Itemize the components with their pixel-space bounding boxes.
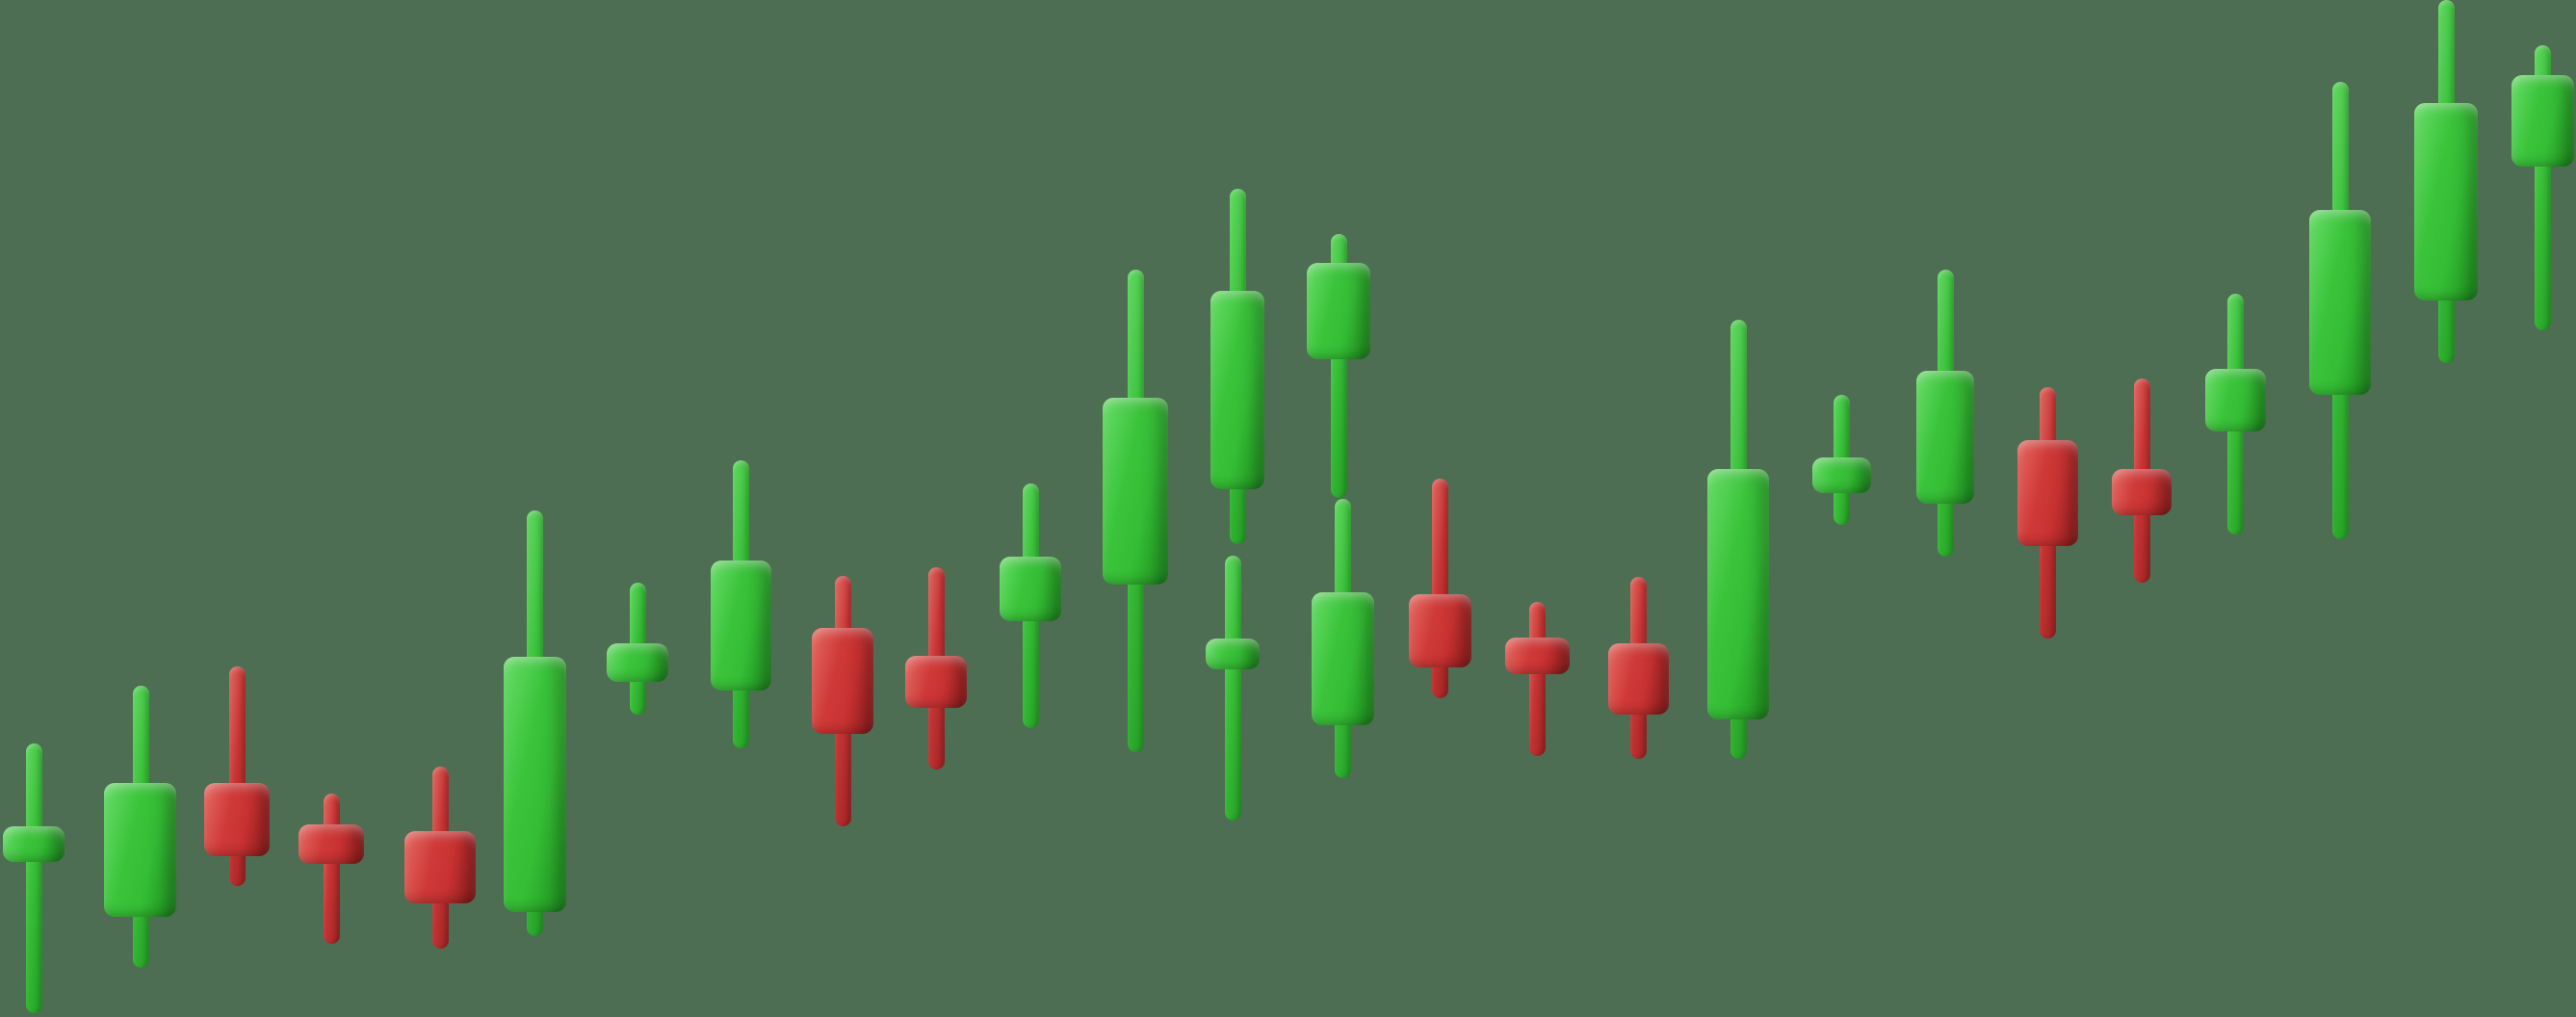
candle-body <box>2511 75 2574 167</box>
candle-body <box>2309 210 2371 395</box>
candle-body <box>1103 398 1168 585</box>
candle-body <box>1210 291 1264 489</box>
candle-body <box>1812 457 1871 493</box>
candle-body <box>812 628 873 734</box>
candle-body <box>1707 469 1769 719</box>
candle-wick <box>323 794 340 944</box>
candle-body <box>1409 594 1471 667</box>
candle-body <box>2112 469 2172 515</box>
candle-body <box>1505 638 1570 674</box>
candle-body <box>1916 371 1974 504</box>
candle-body <box>504 657 566 912</box>
candle-body <box>104 783 176 917</box>
candle-body <box>2017 440 2078 546</box>
candle-body <box>404 831 476 903</box>
candle-body <box>204 783 270 856</box>
candle-body <box>711 561 771 691</box>
candle-body <box>2205 369 2266 431</box>
candle-body <box>905 656 967 708</box>
candle-body <box>1608 643 1669 715</box>
candle-body <box>2414 103 2478 300</box>
candle-body <box>1307 263 1370 359</box>
candle-body <box>3 826 65 862</box>
candle-body <box>1000 557 1061 621</box>
candle-body <box>607 643 668 682</box>
candle-wick <box>1528 602 1546 756</box>
candle-wick <box>25 743 42 1013</box>
candle-wick <box>1224 556 1241 821</box>
candle-body <box>299 824 364 864</box>
candle-body <box>1206 639 1260 669</box>
candle-body <box>1312 592 1374 725</box>
